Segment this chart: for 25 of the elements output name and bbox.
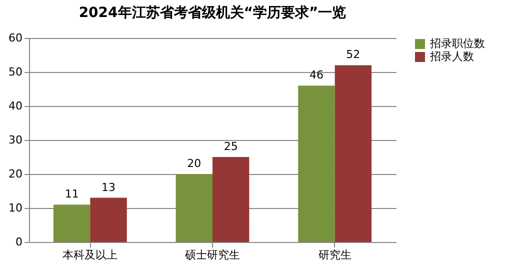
chart-title: 2024年江苏省考省级机关“学历要求”一览	[78, 4, 346, 21]
data-label: 52	[346, 48, 360, 62]
y-tick-label: 50	[8, 66, 22, 78]
y-tick-label: 20	[8, 168, 22, 180]
y-tick-label: 30	[8, 134, 22, 146]
x-tick-label: 本科及以上	[62, 248, 118, 262]
bar	[176, 174, 212, 242]
data-label: 20	[187, 157, 202, 170]
x-tick-label: 硕士研究生	[184, 248, 240, 262]
bar	[90, 198, 127, 242]
y-tick-label: 60	[8, 32, 22, 44]
y-tick-label: 0	[16, 236, 22, 248]
data-label: 11	[64, 188, 79, 201]
y-tick-label: 40	[8, 100, 22, 112]
bar	[334, 65, 372, 242]
y-tick-label: 10	[8, 202, 22, 214]
x-tick-label: 研究生	[318, 248, 352, 262]
legend-label: 招录职位数	[429, 37, 485, 50]
data-label: 46	[309, 68, 324, 82]
bar	[53, 204, 90, 242]
legend-label: 招录人数	[429, 50, 474, 63]
data-label: 25	[224, 140, 238, 153]
bar	[212, 157, 250, 242]
data-label: 13	[102, 180, 116, 194]
bar	[298, 86, 335, 242]
